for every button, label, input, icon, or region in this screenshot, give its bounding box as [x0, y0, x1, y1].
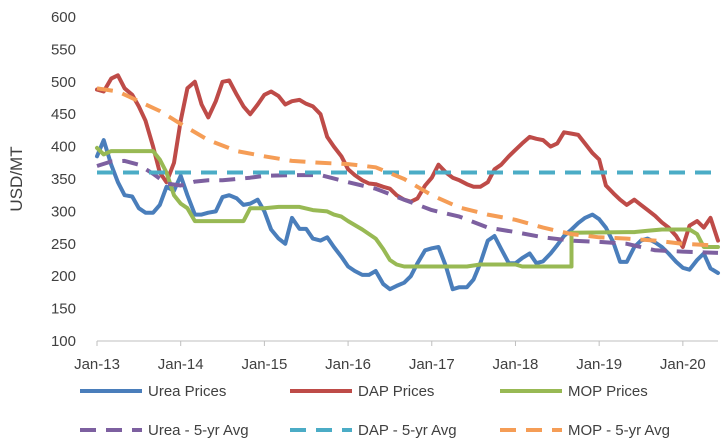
x-tick-label: Jan-16	[325, 356, 371, 373]
x-tick-label: Jan-18	[493, 356, 539, 373]
series-line-urea-5-yr-avg	[96, 158, 719, 255]
x-tick-label: Jan-13	[74, 356, 120, 373]
y-tick-label: 400	[51, 139, 76, 156]
y-tick-label: 450	[51, 106, 76, 123]
y-tick-label: 350	[51, 171, 76, 188]
y-tick-label: 300	[51, 203, 76, 220]
x-tick-label: Jan-17	[409, 356, 455, 373]
series-line-dap-prices	[95, 73, 720, 249]
series-line-urea-prices	[95, 138, 720, 292]
y-axis-label: USD/MT	[7, 146, 26, 211]
legend-label: Urea - 5-yr Avg	[148, 422, 249, 439]
y-tick-label: 150	[51, 301, 76, 318]
series-line-mop-prices	[95, 145, 720, 269]
legend-label: MOP Prices	[568, 383, 648, 400]
series-lines	[95, 73, 720, 292]
y-tick-label: 550	[51, 41, 76, 58]
legend: Urea Prices DAP Prices MOP Prices Urea - 5-…	[80, 383, 670, 439]
legend-label: Urea Prices	[148, 383, 226, 400]
x-tick-label: Jan-14	[158, 356, 204, 373]
x-axis-ticks: Jan-13 Jan-14 Jan-15 Jan-16 Jan-17 Jan-18 Jan-…	[74, 341, 706, 373]
x-tick-label: Jan-19	[576, 356, 622, 373]
legend-label: MOP - 5-yr Avg	[568, 422, 670, 439]
x-tick-label: Jan-15	[241, 356, 287, 373]
y-tick-label: 250	[51, 236, 76, 253]
series-line-mop-5-yr-avg	[96, 86, 719, 248]
y-tick-label: 100	[51, 333, 76, 350]
y-tick-label: 200	[51, 268, 76, 285]
legend-label: DAP Prices	[358, 383, 434, 400]
y-tick-label: 500	[51, 74, 76, 91]
y-tick-label: 600	[51, 9, 76, 26]
legend-label: DAP - 5-yr Avg	[358, 422, 457, 439]
x-tick-label: Jan-20	[660, 356, 706, 373]
y-axis-ticks: 100 150 200 250 300 350 400 450 500 550 600	[51, 9, 76, 350]
